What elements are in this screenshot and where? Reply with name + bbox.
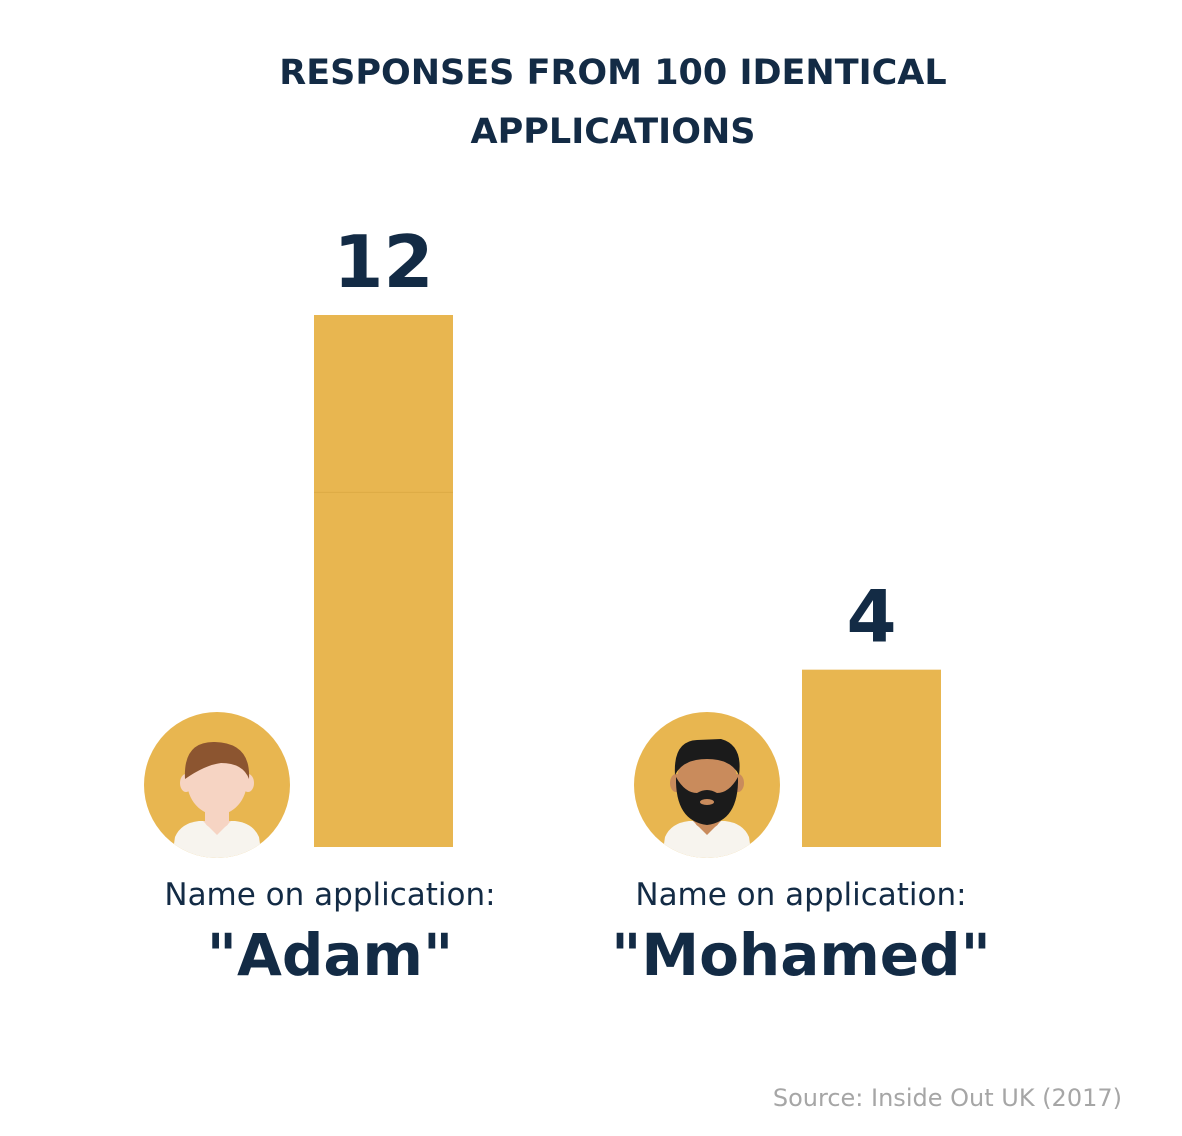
value-label-0: 12 xyxy=(333,220,433,304)
man-light-skin-brown-hair-icon xyxy=(144,712,290,858)
chart-title-line-1: RESPONSES FROM 100 IDENTICAL xyxy=(279,53,946,93)
avatars-layer xyxy=(144,712,780,858)
category-label-1: "Mohamed" xyxy=(611,921,991,989)
chart-title-line-2: APPLICATIONS xyxy=(471,112,756,152)
avatar-hair xyxy=(674,739,740,775)
avatar-collar xyxy=(203,821,231,835)
category-label-0: "Adam" xyxy=(207,921,453,989)
avatar-shirt xyxy=(171,821,263,858)
bars-layer xyxy=(314,315,941,847)
bar-1 xyxy=(802,669,941,847)
avatar-mouth xyxy=(700,799,714,805)
labels-layer: 12 Name on application: "Adam" 4 Name on app… xyxy=(164,220,990,989)
source-note: Source: Inside Out UK (2017) xyxy=(773,1084,1122,1112)
man-dark-skin-black-beard-icon xyxy=(634,712,780,858)
value-label-1: 4 xyxy=(846,575,896,659)
avatar-collar xyxy=(693,821,721,835)
avatar-hair xyxy=(184,741,250,779)
category-prefix-1: Name on application: xyxy=(635,877,966,913)
bar-0 xyxy=(314,315,453,847)
category-prefix-0: Name on application: xyxy=(164,877,495,913)
avatar-shirt xyxy=(661,821,753,858)
